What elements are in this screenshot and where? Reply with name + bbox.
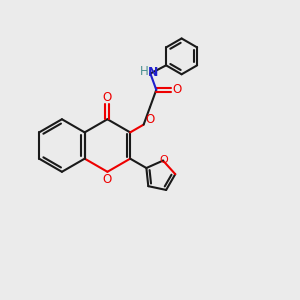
Text: O: O <box>103 91 112 103</box>
Text: H: H <box>140 65 149 78</box>
Text: O: O <box>146 113 155 127</box>
Text: O: O <box>159 155 168 165</box>
Text: O: O <box>172 83 182 96</box>
Text: O: O <box>103 173 112 186</box>
Text: N: N <box>148 66 158 79</box>
